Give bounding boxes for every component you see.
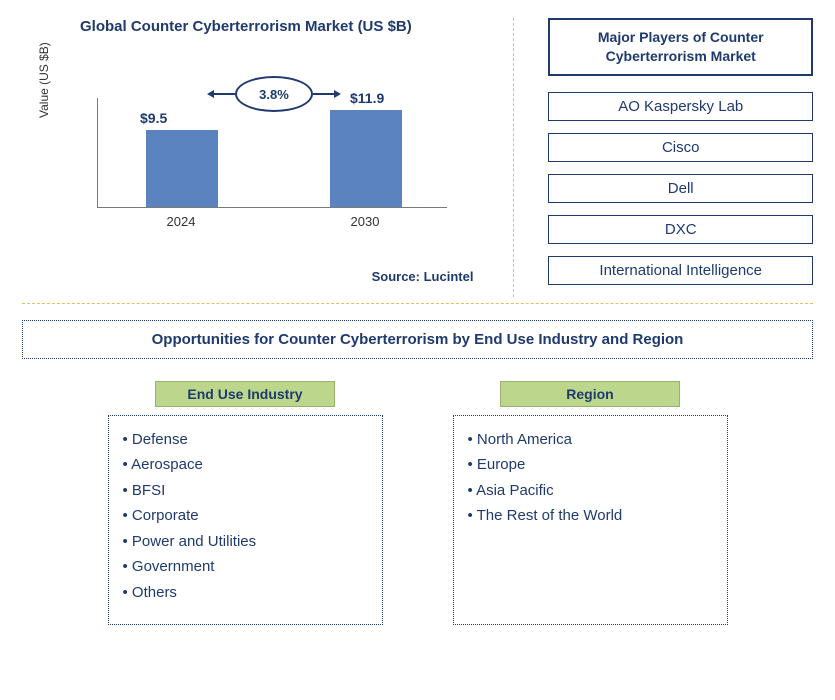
market-chart-panel: Global Counter Cyberterrorism Market (US… xyxy=(22,18,514,297)
list-item: • Government xyxy=(123,556,368,579)
x-category-label: 2024 xyxy=(145,214,217,229)
opportunities-col-region: Region • North America• Europe • Asia Pac… xyxy=(453,381,728,625)
list-item: • Defense xyxy=(123,429,368,452)
player-box: International Intelligence xyxy=(548,256,813,285)
list-item: • Asia Pacific xyxy=(468,480,713,503)
player-box: DXC xyxy=(548,215,813,244)
chart-bar xyxy=(330,110,402,207)
player-box: Dell xyxy=(548,174,813,203)
cagr-oval: 3.8% xyxy=(235,76,313,112)
opportunities-col-industry: End Use Industry • Defense• Aerospace • B… xyxy=(108,381,383,625)
cagr-arrow-right xyxy=(313,93,335,95)
list-item: • Power and Utilities xyxy=(123,531,368,554)
bar-value-label: $9.5 xyxy=(140,110,167,126)
bar-value-label: $11.9 xyxy=(350,90,384,106)
chart-axes: $9.5$11.93.8% xyxy=(97,98,447,208)
horizontal-divider xyxy=(22,303,813,304)
opportunities-row: End Use Industry • Defense• Aerospace • B… xyxy=(22,381,813,625)
industry-list: • Defense• Aerospace • BFSI• Corporate • P… xyxy=(108,415,383,625)
list-item: • Europe xyxy=(468,454,713,477)
player-box: AO Kaspersky Lab xyxy=(548,92,813,121)
arrow-head-right-icon xyxy=(334,90,341,98)
col-header-industry: End Use Industry xyxy=(155,381,335,407)
list-item: • Others xyxy=(123,582,368,605)
opportunities-title: Opportunities for Counter Cyberterrorism… xyxy=(22,320,813,359)
player-box: Cisco xyxy=(548,133,813,162)
x-category-label: 2030 xyxy=(329,214,401,229)
top-row: Global Counter Cyberterrorism Market (US… xyxy=(22,18,813,297)
bar-chart: Value (US $B) $9.5$11.93.8% 20242030 xyxy=(77,63,483,233)
major-players-panel: Major Players of Counter Cyberterrorism … xyxy=(514,18,813,297)
list-item: • Aerospace xyxy=(123,454,368,477)
list-item: • North America xyxy=(468,429,713,452)
list-item: • BFSI xyxy=(123,480,368,503)
region-list: • North America• Europe • Asia Pacific• T… xyxy=(453,415,728,625)
list-item: • The Rest of the World xyxy=(468,505,713,528)
chart-source-label: Source: Lucintel xyxy=(22,269,473,284)
players-title: Major Players of Counter Cyberterrorism … xyxy=(548,18,813,76)
chart-bar xyxy=(146,130,218,207)
chart-y-axis-label: Value (US $B) xyxy=(37,42,51,118)
col-header-region: Region xyxy=(500,381,680,407)
arrow-head-left-icon xyxy=(207,90,214,98)
chart-title: Global Counter Cyberterrorism Market (US… xyxy=(80,18,483,35)
cagr-arrow-left xyxy=(213,93,235,95)
list-item: • Corporate xyxy=(123,505,368,528)
players-list: AO Kaspersky Lab Cisco Dell DXC Internationa… xyxy=(548,92,813,285)
